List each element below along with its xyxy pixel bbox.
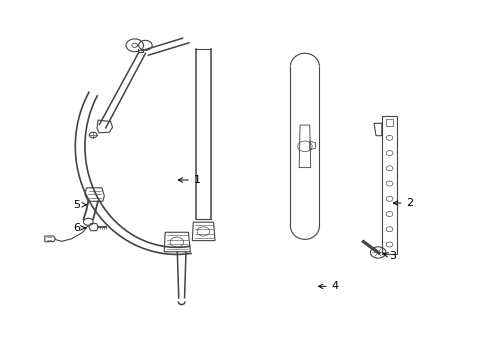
Text: 5: 5 — [73, 200, 86, 210]
Text: 4: 4 — [318, 281, 338, 291]
Text: 6: 6 — [73, 223, 85, 233]
Text: 3: 3 — [383, 251, 396, 261]
Text: 1: 1 — [178, 175, 201, 185]
Text: 2: 2 — [392, 198, 413, 208]
